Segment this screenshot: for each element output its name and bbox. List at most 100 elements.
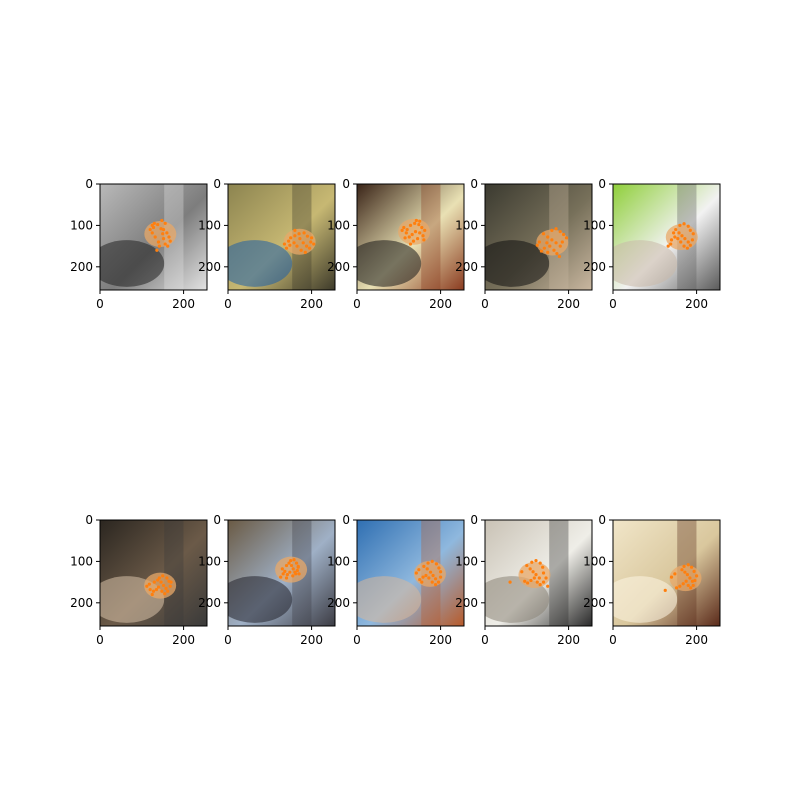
keypoint [159, 227, 163, 231]
keypoint [532, 576, 536, 580]
keypoint [535, 243, 539, 247]
axes-frame [356, 519, 465, 627]
y-tick-label: 100 [327, 554, 350, 568]
keypoint [305, 234, 310, 238]
x-tick-label: 0 [481, 633, 489, 647]
keypoint [542, 246, 546, 250]
keypoint [541, 580, 546, 584]
keypoint [161, 232, 165, 236]
photo-image [485, 184, 592, 290]
keypoint [157, 576, 161, 580]
keypoint [684, 579, 688, 583]
y-tick-label: 200 [198, 260, 221, 274]
keypoint [150, 223, 154, 228]
keypoint [147, 582, 151, 586]
keypoint [682, 222, 686, 226]
photo-image [100, 184, 207, 290]
keypoint [545, 241, 549, 245]
keypoint [688, 576, 692, 580]
y-tick-label: 100 [327, 218, 350, 232]
keypoint [292, 241, 296, 245]
x-tick-label: 200 [300, 633, 323, 647]
keypoint [686, 240, 690, 244]
keypoint [165, 231, 169, 235]
keypoint [685, 246, 689, 250]
keypoint [152, 580, 156, 584]
keypoint [426, 561, 430, 565]
x-tick-label: 200 [172, 297, 195, 311]
keypoint [301, 241, 305, 245]
keypoint [414, 571, 418, 575]
y-tick-label: 0 [213, 513, 221, 527]
keypoint [157, 244, 161, 248]
axes-frame [484, 183, 593, 291]
y-tick-label: 0 [470, 513, 478, 527]
keypoint [434, 562, 439, 566]
subplot-3: 0 200 0 100 200 [327, 177, 465, 311]
keypoint [539, 249, 544, 253]
photo-shape [228, 576, 293, 623]
axes-frame [227, 183, 336, 291]
y-tick-label: 200 [70, 596, 93, 610]
y-tick-label: 0 [342, 177, 350, 191]
y-tick-label: 0 [598, 513, 606, 527]
y-tick-label: 100 [583, 218, 606, 232]
keypoint [422, 564, 426, 568]
keypoint [148, 227, 152, 232]
keypoint [534, 573, 538, 577]
keypoint [421, 234, 425, 238]
keypoint [535, 580, 539, 584]
keypoint [561, 232, 566, 237]
photo-shape [421, 184, 441, 290]
keypoint [155, 248, 159, 252]
photo-shape [613, 240, 678, 287]
keypoint [289, 558, 293, 563]
keypoint [288, 243, 292, 247]
subplot-grid: 0 200 0 100 200 0 200 0 100 200 0 200 0 100 200 0 200 0 10… [70, 177, 721, 647]
keypoint [430, 580, 434, 584]
y-tick-label: 200 [455, 260, 478, 274]
keypoint [669, 242, 673, 246]
keypoint [433, 582, 438, 587]
y-tick-label: 200 [455, 596, 478, 610]
keypoint [552, 248, 556, 252]
keypoint [287, 239, 291, 243]
keypoint [283, 569, 287, 573]
x-tick-label: 200 [172, 633, 195, 647]
keypoint [558, 244, 562, 248]
x-tick-label: 0 [96, 297, 104, 311]
x-tick-label: 0 [96, 633, 104, 647]
keypoint [280, 567, 284, 571]
keypoint [431, 573, 435, 578]
keypoint [674, 586, 679, 590]
keypoint [550, 228, 554, 232]
keypoint [693, 578, 697, 583]
keypoint [546, 584, 550, 588]
photo-image [613, 520, 720, 626]
keypoint [672, 231, 676, 235]
keypoint [279, 575, 283, 579]
keypoint [427, 576, 431, 580]
keypoint [284, 576, 289, 580]
keypoint [404, 231, 408, 235]
y-tick-label: 100 [455, 554, 478, 568]
keypoint [531, 570, 535, 574]
keypoint [418, 231, 422, 235]
keypoint [438, 570, 443, 574]
keypoint [682, 564, 686, 568]
keypoint [541, 571, 546, 575]
keypoint [410, 232, 414, 237]
keypoint [418, 578, 422, 582]
x-tick-label: 200 [557, 633, 580, 647]
keypoint [416, 237, 420, 241]
y-tick-label: 0 [598, 177, 606, 191]
keypoint [153, 235, 157, 239]
keypoint [165, 576, 169, 580]
keypoint [169, 580, 173, 584]
keypoint [408, 242, 413, 246]
keypoint [683, 237, 687, 241]
keypoint [546, 250, 550, 254]
axes-frame [612, 519, 721, 627]
keypoint [534, 558, 538, 563]
keypoint [309, 236, 314, 240]
